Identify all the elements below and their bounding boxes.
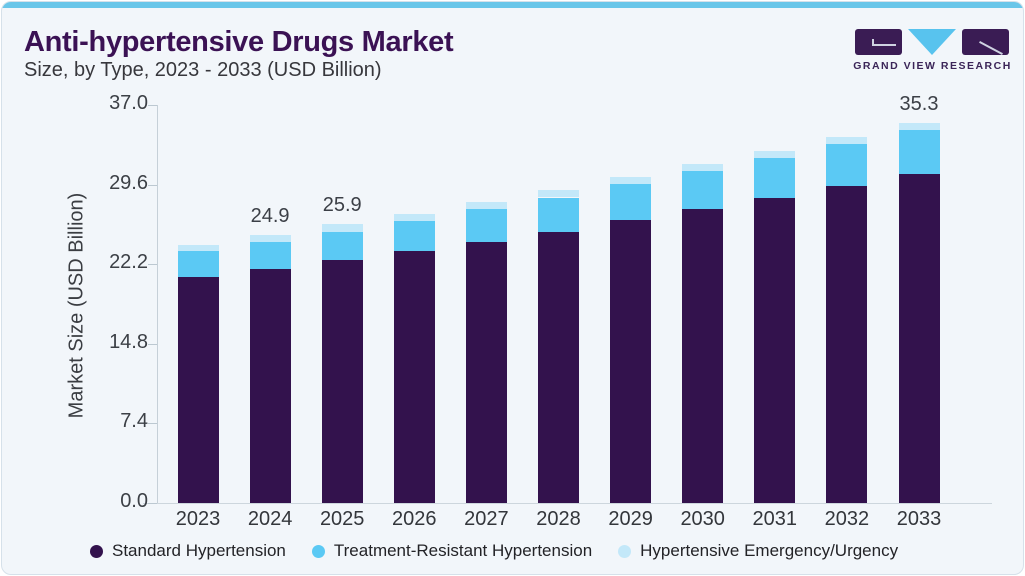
x-tick-label-2032: 2032 bbox=[824, 508, 870, 530]
bar-2029-segment-0 bbox=[610, 220, 652, 503]
y-tick-label: 0.0 bbox=[120, 490, 148, 512]
x-tick-label-2029: 2029 bbox=[608, 508, 653, 530]
bar-2032-segment-2 bbox=[826, 137, 868, 144]
y-axis-title: Market Size (USD Billion) bbox=[65, 192, 88, 419]
y-tick-mark bbox=[148, 503, 157, 504]
y-tick-label: 22.2 bbox=[109, 251, 148, 274]
legend-item-0: Standard Hypertension bbox=[90, 541, 286, 561]
bar-2025-segment-0 bbox=[321, 259, 363, 503]
logo-r-block-icon bbox=[962, 29, 1009, 55]
x-tick-label-2030: 2030 bbox=[680, 508, 725, 530]
bar-2028-segment-0 bbox=[538, 231, 579, 503]
page-subtitle: Size, by Type, 2023 - 2033 (USD Billion) bbox=[24, 59, 382, 81]
y-tick-mark bbox=[148, 343, 157, 345]
x-tick-label-2026: 2026 bbox=[392, 508, 437, 530]
bar-2026-segment-1 bbox=[393, 221, 435, 252]
bar-2026-segment-0 bbox=[393, 251, 435, 503]
legend-dot-icon bbox=[311, 544, 325, 558]
bar-2025-segment-2 bbox=[321, 224, 363, 232]
bar-2029-segment-1 bbox=[610, 183, 652, 221]
y-tick-label: 29.6 bbox=[109, 171, 148, 194]
bar-2030-segment-2 bbox=[682, 164, 724, 171]
bar-2033-segment-2 bbox=[898, 123, 940, 130]
bar-2028-segment-2 bbox=[538, 189, 579, 198]
bar-2023-segment-2 bbox=[177, 244, 219, 252]
y-axis-line bbox=[157, 105, 158, 504]
top-accent-bar bbox=[2, 2, 1023, 8]
legend-item-1: Treatment-Resistant Hypertension bbox=[311, 541, 593, 561]
logo-g-block-icon bbox=[855, 29, 902, 55]
bar-2031-segment-2 bbox=[754, 151, 796, 158]
legend-dot-icon bbox=[90, 544, 103, 558]
chart-legend: Standard Hypertension Treatment-Resistant… bbox=[90, 541, 898, 561]
legend-label: Treatment-Resistant Hypertension bbox=[333, 541, 593, 560]
bar-2024-segment-1 bbox=[249, 241, 291, 269]
x-tick-label-2028: 2028 bbox=[536, 508, 581, 530]
bar-2024-segment-2 bbox=[249, 235, 291, 242]
bar-2027-segment-1 bbox=[465, 209, 507, 242]
y-tick-mark bbox=[148, 184, 157, 186]
x-axis-line bbox=[143, 503, 992, 504]
bar-2029-segment-2 bbox=[610, 177, 652, 184]
bar-2033-segment-0 bbox=[898, 173, 940, 503]
legend-dot-icon bbox=[618, 544, 632, 558]
bar-2030-segment-1 bbox=[682, 170, 724, 210]
page-title: Anti-hypertensive Drugs Market bbox=[24, 26, 454, 58]
bar-2024-segment-0 bbox=[249, 268, 291, 503]
bar-2032-segment-0 bbox=[826, 185, 868, 503]
bar-2030-segment-0 bbox=[682, 209, 724, 503]
bar-2028-segment-1 bbox=[538, 197, 579, 232]
gvr-logo-blocks bbox=[855, 29, 1010, 55]
y-tick-mark bbox=[148, 423, 157, 425]
bar-2033-segment-1 bbox=[898, 129, 940, 174]
gvr-logo: GRAND VIEW RESEARCH bbox=[853, 29, 1010, 72]
bar-2031-segment-0 bbox=[754, 197, 796, 503]
bar-2027-segment-0 bbox=[465, 241, 507, 503]
bar-2032-segment-1 bbox=[826, 143, 868, 186]
bar-value-label-2024: 24.9 bbox=[250, 205, 290, 228]
y-tick-label: 7.4 bbox=[120, 410, 148, 433]
bar-2027-segment-2 bbox=[465, 201, 507, 210]
x-tick-label-2027: 2027 bbox=[464, 508, 509, 530]
y-tick-label: 37.0 bbox=[109, 92, 148, 114]
y-tick-label: 14.8 bbox=[109, 330, 148, 353]
y-tick-mark bbox=[148, 105, 157, 106]
legend-item-2: Hypertensive Emergency/Urgency bbox=[618, 541, 898, 561]
x-tick-label-2025: 2025 bbox=[319, 508, 365, 530]
x-tick-label-2023: 2023 bbox=[175, 508, 221, 530]
x-tick-label-2031: 2031 bbox=[752, 508, 798, 530]
bar-2026-segment-2 bbox=[393, 213, 435, 222]
bar-value-label-2025: 25.9 bbox=[322, 194, 362, 217]
bar-2023-segment-0 bbox=[177, 277, 219, 503]
legend-label: Standard Hypertension bbox=[112, 541, 286, 560]
y-tick-mark bbox=[148, 264, 157, 266]
bar-2023-segment-1 bbox=[177, 251, 219, 278]
bar-2031-segment-1 bbox=[754, 157, 796, 198]
x-tick-label-2024: 2024 bbox=[247, 508, 293, 530]
bar-value-label-2033: 35.3 bbox=[899, 93, 939, 116]
x-tick-label-2033: 2033 bbox=[896, 508, 942, 530]
logo-v-triangle-icon bbox=[908, 29, 956, 55]
gvr-logo-text: GRAND VIEW RESEARCH bbox=[853, 60, 1012, 72]
legend-label: Hypertensive Emergency/Urgency bbox=[640, 541, 899, 560]
bar-2025-segment-1 bbox=[321, 231, 363, 260]
